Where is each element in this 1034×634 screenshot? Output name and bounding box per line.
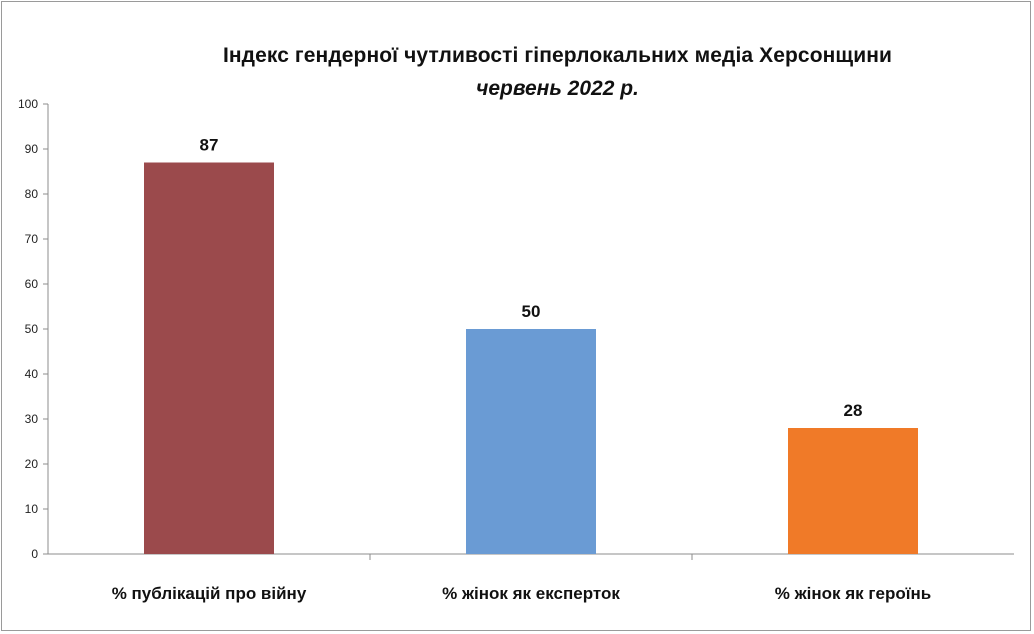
y-tick-label: 90 — [25, 142, 39, 156]
category-label: % жінок як експерток — [442, 584, 620, 603]
bar — [788, 428, 918, 554]
y-axis-ticks: 0 10 20 30 40 50 60 70 80 90 100 — [18, 97, 48, 561]
data-label: 87 — [200, 136, 219, 155]
y-tick-label: 10 — [25, 502, 39, 516]
y-tick-label: 100 — [18, 97, 38, 111]
bar — [144, 162, 274, 554]
bar — [466, 329, 596, 554]
y-tick-label: 70 — [25, 232, 39, 246]
category-label: % публікацій про війну — [112, 584, 307, 603]
y-tick-label: 50 — [25, 322, 39, 336]
data-label: 50 — [522, 302, 541, 321]
category-label: % жінок як героїнь — [775, 584, 931, 603]
y-tick-label: 60 — [25, 277, 39, 291]
data-labels: 87 50 28 — [200, 136, 863, 421]
chart-subtitle: червень 2022 р. — [476, 77, 639, 100]
chart-title: Індекс гендерної чутливості гіперлокальн… — [222, 44, 893, 67]
y-tick-label: 0 — [31, 547, 38, 561]
category-labels: % публікацій про війну % жінок як експерт… — [112, 584, 932, 603]
y-tick-label: 80 — [25, 187, 39, 201]
y-tick-label: 30 — [25, 412, 39, 426]
data-label: 28 — [844, 401, 863, 420]
y-tick-label: 20 — [25, 457, 39, 471]
bars — [144, 162, 918, 554]
y-tick-label: 40 — [25, 367, 39, 381]
